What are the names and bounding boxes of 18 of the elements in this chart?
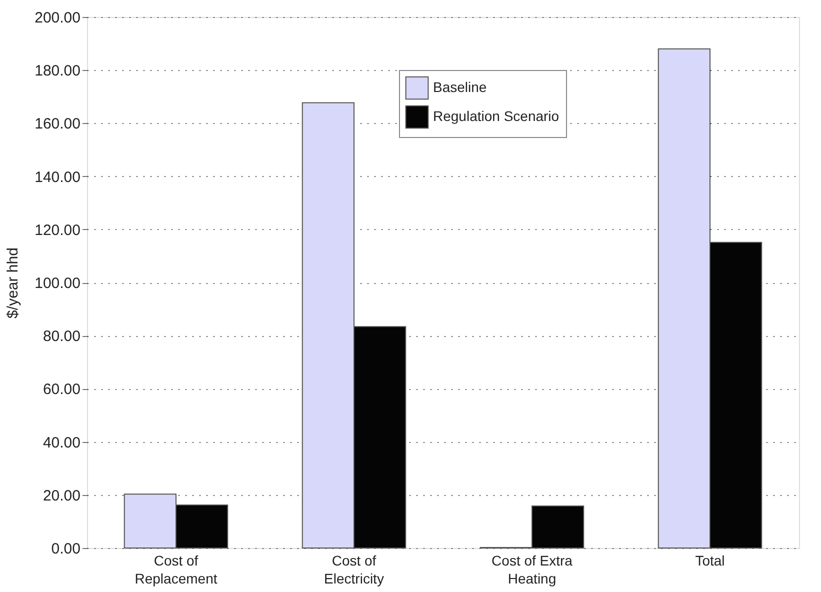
y-tick-label: 0.00 [51, 540, 80, 558]
y-axis-title: $/year hhd [4, 248, 22, 318]
x-tick-label: Cost of Extra Heating [492, 552, 573, 586]
y-tick-label: 180.00 [34, 62, 80, 80]
y-tick-label: 200.00 [34, 10, 80, 26]
legend-label: Baseline [433, 79, 487, 95]
y-tick-label: 100.00 [34, 275, 80, 292]
legend-label: Regulation Scenario [433, 108, 560, 124]
y-tick-label: 120.00 [34, 222, 80, 239]
x-tick-label: Cost of Electricity [324, 552, 384, 586]
x-tick-label: Cost of Replacement [134, 552, 218, 586]
x-tick-label: Total [695, 552, 725, 568]
y-tick-label: 60.00 [42, 381, 80, 398]
y-tick-label: 20.00 [42, 487, 80, 504]
y-tick-label: 40.00 [42, 434, 80, 452]
y-tick-label: 160.00 [34, 116, 80, 133]
y-tick-label: 80.00 [42, 328, 80, 346]
y-tick-label: 140.00 [34, 168, 80, 186]
